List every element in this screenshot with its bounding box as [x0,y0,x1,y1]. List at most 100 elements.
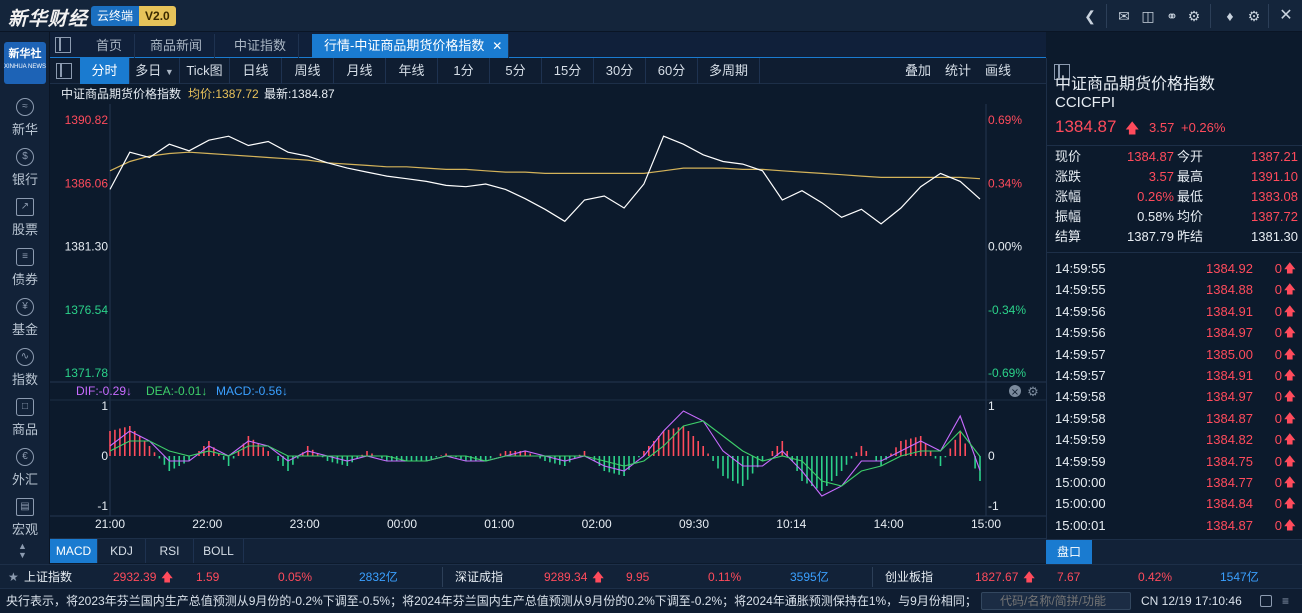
tick-volume: 0 [1274,517,1282,533]
nav-item-bank[interactable]: $ 银行 [0,144,50,194]
quote-value: 1387.21 [1251,149,1298,164]
ticker-value: 2932.39 [113,570,157,584]
tick-time: 14:59:57 [1055,368,1106,383]
tab-bar: 首页 商品新闻 中证指数 行情-中证商品期货价格指数 ✕ [50,32,1046,58]
macd-close-icon: × [1009,385,1021,398]
tick-price: 1384.87 [1206,517,1253,533]
up-arrow-icon: 🡅 [1023,570,1036,584]
intraday-chart[interactable]: 1390.82 0.69% 1386.06 0.34% 1381.30 0.00% 1376… [50,104,1046,538]
back-icon[interactable]: ❮ [1084,8,1096,24]
nav-item-macro[interactable]: ▤ 宏观 [0,494,50,544]
quote-value: 3.57 [1148,169,1174,184]
up-arrow-icon: 🡅 [1283,282,1296,297]
mail-icon[interactable]: ✉ [1118,8,1130,24]
xinhua-icon: ≈ [16,98,34,116]
tick-row: 15:00:01 1384.87 0 🡅 [1046,515,1302,536]
avg-value: 1387.72 [215,87,259,101]
period-multi-period[interactable]: 多周期 [698,58,760,84]
quote-value: 1383.08 [1251,189,1298,204]
period-tick[interactable]: Tick图 [180,58,230,84]
nav-item-index[interactable]: ∿ 指数 [0,344,50,394]
xinhua-logo[interactable]: 新华社 XINHUA NEWS [4,42,46,84]
close-icon[interactable]: ✕ [1279,7,1293,24]
star-icon[interactable]: ★ [8,570,19,584]
news-ticker-text[interactable]: 央行表示，将2023年芬兰国内生产总值预测从9月份的-0.2%下调至-0.5%；… [6,594,976,608]
tick-volume: 0 [1274,368,1282,383]
time-axis-label: 01:00 [484,517,514,531]
period-multi-day[interactable]: 多日 ▼ [130,58,180,84]
draw-line-button[interactable]: 画线 [984,63,1011,78]
gear-icon[interactable]: ⚙ [1247,8,1261,24]
nav-item-forex[interactable]: € 外汇 [0,444,50,494]
tab-commodity-news[interactable]: 商品新闻 [138,34,216,58]
overlay-button[interactable]: 叠加 [904,63,931,78]
quote-label: 今开 [1177,149,1204,164]
quote-panel-toggle-icon[interactable] [1054,64,1070,80]
macd-indicator-label: MACD:-0.56↓ [216,384,288,398]
index-icon: ∿ [16,348,34,366]
tab-close-icon[interactable]: ✕ [492,39,503,53]
ticker-change: 9.95 [626,570,650,584]
quote-row: 涨跌 3.57 最高 1391.10 [1046,167,1302,187]
period-1min[interactable]: 1分 [438,58,490,84]
shirt-icon[interactable]: ♦ [1226,8,1234,24]
chart-toolbar: 分时 多日 ▼ Tick图 日线 周线 月线 年线 1分 5分 15分 30分 … [50,58,1046,84]
period-5min[interactable]: 5分 [490,58,542,84]
statistics-button[interactable]: 统计 [944,63,971,78]
tab-home[interactable]: 首页 [84,34,136,58]
tab-csi-index[interactable]: 中证指数 [222,34,300,58]
nav-item-stock[interactable]: ↗ 股票 [0,194,50,244]
share-icon[interactable]: ⚭ [1166,8,1178,24]
period-15min[interactable]: 15分 [542,58,594,84]
panel-toggle-icon[interactable] [56,63,72,79]
y-axis-label: 1390.82 [65,113,109,127]
tick-time: 15:00:00 [1055,475,1106,490]
period-day[interactable]: 日线 [230,58,282,84]
bond-icon: ≡ [16,248,34,266]
period-intraday[interactable]: 分时 [80,58,130,84]
sidebar-toggle-icon[interactable] [55,37,71,53]
nav-item-xinhua[interactable]: ≈ 新华 [0,94,50,144]
settings-icon[interactable]: ⚙ [1187,8,1201,24]
nav-item-fund[interactable]: ¥ 基金 [0,294,50,344]
nav-label: 宏观 [11,522,38,537]
quote-value: 1381.30 [1251,229,1298,244]
nav-label: 外汇 [11,472,38,487]
search-input[interactable] [981,592,1131,610]
indicator-tab-rsi[interactable]: RSI [146,539,194,563]
indicator-tab-kdj[interactable]: KDJ [98,539,146,563]
tick-price: 1384.88 [1206,282,1253,298]
tab-quote-label: 行情-中证商品期货价格指数 [324,38,485,53]
time-axis-label: 00:00 [387,517,417,531]
macd-y-label: -1 [97,499,108,513]
screen-icon[interactable] [1260,595,1272,607]
y-axis-pct-label: 0.00% [988,240,1022,254]
menu-icon[interactable]: ≡ [1282,594,1290,608]
chat-icon[interactable]: ◫ [1141,8,1155,24]
ticker-name[interactable]: 创业板指 [885,570,934,584]
macd-bars [109,426,981,491]
tick-volume: 0 [1274,389,1282,405]
time-axis-label: 02:00 [582,517,612,531]
indicator-tab-boll[interactable]: BOLL [194,539,244,563]
quote-value: 0.26% [1137,189,1174,204]
nav-label: 商品 [11,422,38,437]
period-30min[interactable]: 30分 [594,58,646,84]
tab-quote[interactable]: 行情-中证商品期货价格指数 ✕ [312,34,510,58]
ticker-amount: 2832亿 [359,570,398,584]
period-week[interactable]: 周线 [282,58,334,84]
tab-order-book[interactable]: 盘口 [1046,540,1092,564]
period-60min[interactable]: 60分 [646,58,698,84]
nav-item-commodity[interactable]: □ 商品 [0,394,50,444]
indicator-tab-macd[interactable]: MACD [50,539,98,563]
ticker-name[interactable]: 上证指数 [24,570,73,584]
avg-price-line [109,151,981,180]
divider [1046,252,1302,253]
price-change-pct: +0.26% [1181,120,1226,135]
period-year[interactable]: 年线 [386,58,438,84]
up-arrow-icon: 🡅 [1125,120,1140,136]
period-month[interactable]: 月线 [334,58,386,84]
nav-scroll-icon[interactable]: ▲ ▼ [18,541,27,560]
ticker-name[interactable]: 深证成指 [455,570,504,584]
nav-item-bond[interactable]: ≡ 债券 [0,244,50,294]
